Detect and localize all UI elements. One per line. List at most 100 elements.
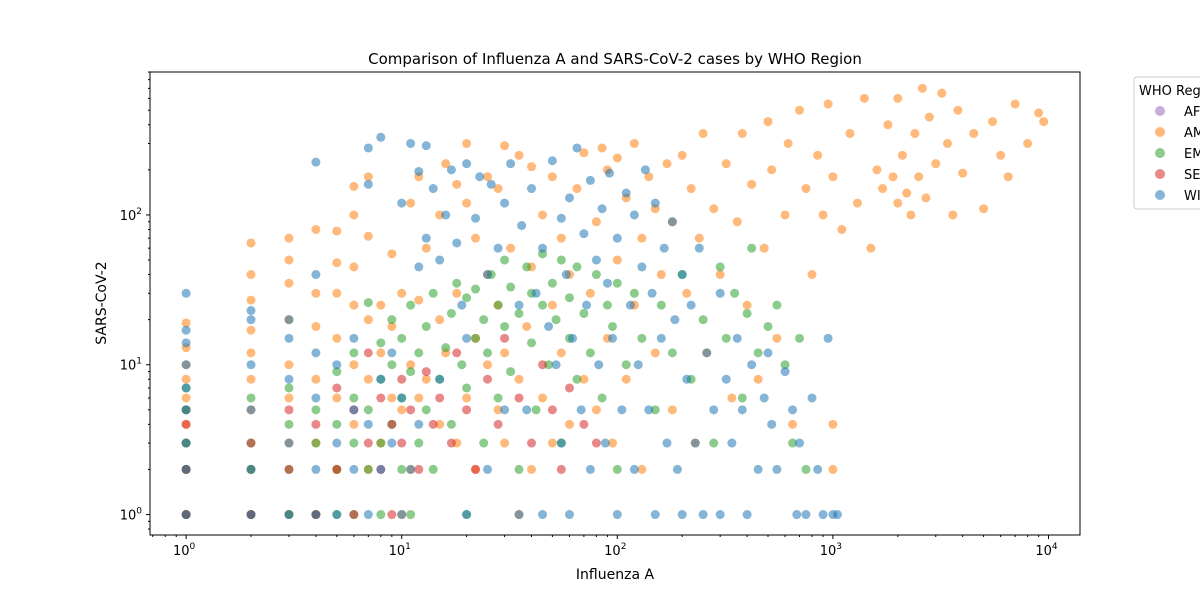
point-am-92: [514, 374, 524, 384]
point-wi-132: [727, 438, 737, 448]
point-am-144: [737, 128, 747, 138]
point-se-21: [406, 405, 416, 415]
point-am-165: [845, 128, 855, 138]
ticks-layer: 100 101 102 103 104 100 101 102: [120, 71, 1058, 559]
point-am-43: [349, 210, 359, 220]
point-am-47: [363, 315, 373, 325]
point-em-94: [637, 333, 647, 343]
point-wi-13: [246, 315, 256, 325]
point-am-186: [948, 210, 958, 220]
point-wi-91: [585, 464, 595, 474]
point-wi-61: [471, 213, 481, 223]
point-em-34: [397, 464, 407, 474]
point-am-158: [813, 150, 823, 160]
point-wi-5: [181, 360, 191, 370]
point-am-103: [556, 348, 566, 358]
point-wi-143: [788, 405, 798, 415]
point-em-49: [446, 308, 456, 318]
point-em-85: [585, 348, 595, 358]
point-wi-20: [311, 510, 321, 520]
point-wi-139: [763, 348, 773, 358]
point-se-17: [387, 510, 397, 520]
point-am-192: [996, 150, 1006, 160]
point-wi-119: [672, 464, 682, 474]
point-wi-19: [284, 315, 294, 325]
point-am-125: [644, 172, 654, 182]
point-wi-125: [694, 243, 704, 253]
y-axis-label: SARS-CoV-2: [94, 261, 110, 344]
point-em-108: [753, 348, 763, 358]
point-wi-134: [737, 405, 747, 415]
point-am-157: [807, 270, 817, 280]
point-em-26: [363, 298, 373, 308]
point-wi-126: [698, 510, 708, 520]
legend-title: WHO Reg: [1139, 84, 1200, 99]
point-wi-10: [246, 464, 256, 474]
point-wi-122: [682, 374, 692, 384]
point-am-132: [677, 150, 687, 160]
point-se-22: [414, 464, 424, 474]
point-em-36: [397, 333, 407, 343]
point-se-37: [556, 464, 566, 474]
point-wi-64: [483, 270, 492, 280]
point-wi-152: [832, 510, 842, 520]
point-am-147: [753, 374, 763, 384]
point-wi-111: [647, 288, 657, 298]
point-se-26: [446, 438, 456, 448]
point-am-71: [441, 159, 451, 169]
point-em-30: [376, 338, 386, 348]
point-wi-87: [572, 143, 582, 153]
point-em-97: [667, 348, 677, 358]
x-tick-label-0: 100: [173, 542, 196, 559]
point-wi-29: [349, 464, 359, 474]
point-am-134: [686, 184, 696, 194]
point-se-2: [181, 419, 191, 429]
point-am-175: [897, 150, 907, 160]
point-se-39: [579, 419, 589, 429]
point-em-66: [506, 282, 516, 292]
point-em-102: [715, 262, 725, 272]
point-am-142: [727, 393, 737, 403]
x-tick-label-1: 101: [389, 542, 411, 559]
point-wi-32: [363, 510, 373, 520]
point-wi-84: [564, 510, 574, 520]
point-am-58: [397, 288, 407, 298]
point-am-75: [462, 393, 472, 403]
point-wi-150: [823, 333, 833, 343]
point-am-99: [538, 210, 548, 220]
point-wi-49: [421, 233, 431, 243]
point-em-73: [538, 300, 548, 310]
point-am-169: [872, 165, 882, 175]
point-am-90: [506, 243, 516, 253]
point-se-31: [493, 419, 503, 429]
point-em-8: [246, 393, 256, 403]
point-wi-34: [363, 179, 373, 189]
point-em-45: [428, 288, 438, 298]
point-em-104: [730, 288, 740, 298]
point-se-19: [397, 438, 407, 448]
point-am-137: [698, 128, 708, 138]
point-se-4: [246, 438, 256, 448]
point-am-86: [493, 184, 503, 194]
point-am-54: [387, 321, 397, 331]
point-am-193: [1003, 172, 1013, 182]
x-tick-label-2: 102: [604, 542, 626, 559]
point-se-5: [284, 464, 294, 474]
point-wi-93: [591, 255, 601, 265]
point-wi-43: [397, 198, 407, 208]
x-tick-label-4: 104: [1035, 542, 1058, 559]
point-am-57: [397, 405, 407, 415]
point-am-153: [783, 138, 793, 148]
point-am-34: [332, 393, 342, 403]
point-am-35: [332, 333, 342, 343]
point-em-107: [747, 243, 757, 253]
point-am-118: [612, 153, 622, 163]
point-em-41: [414, 348, 424, 358]
point-am-18: [246, 238, 256, 248]
point-am-148: [759, 243, 769, 253]
point-wi-103: [621, 188, 631, 198]
plot-frame: [149, 71, 1081, 536]
point-am-124: [637, 233, 647, 243]
point-wi-48: [414, 262, 424, 272]
